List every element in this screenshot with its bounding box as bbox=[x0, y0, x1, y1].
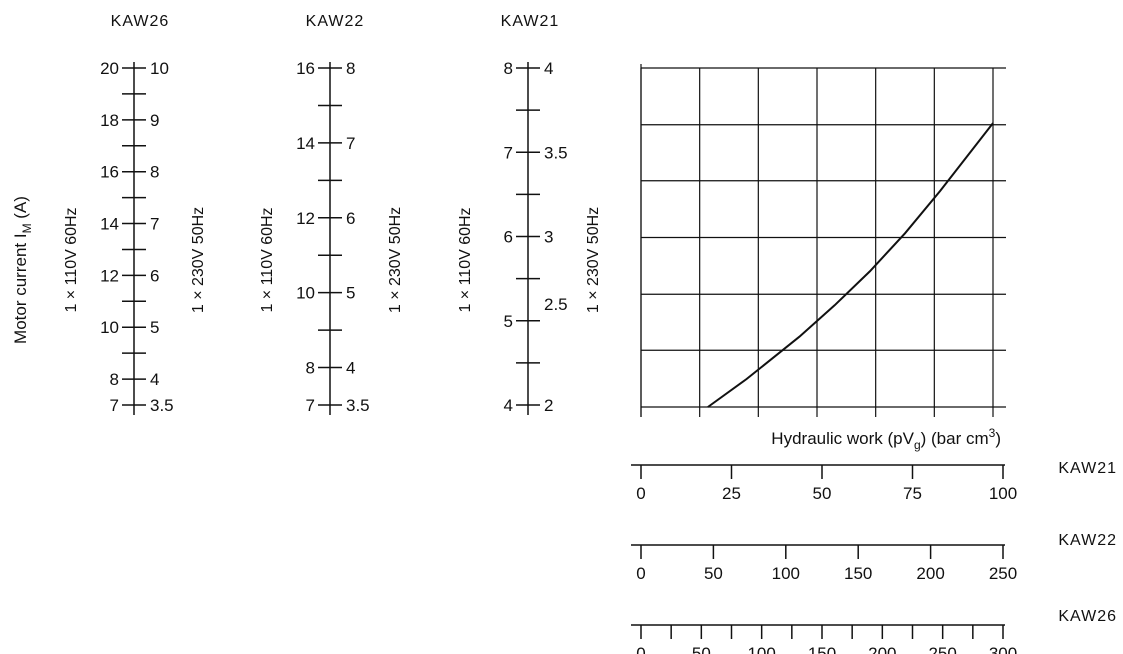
work-tick-label: 0 bbox=[636, 484, 645, 503]
hydraulic-work-scales: 0 25 50 75 100 KAW21 0 50 100 150 200 250 KAW22 0 50 10… bbox=[631, 460, 1117, 654]
current-scales: KAW26 7 8 10 12 14 16 18 20 3.5 4 5 6 7 8 9 10 1 × 110V 6… bbox=[63, 13, 602, 415]
work-scale-kaw21: 0 25 50 75 100 KAW21 bbox=[631, 460, 1117, 503]
right-tick-label: 5 bbox=[150, 318, 159, 337]
work-tick-label: 50 bbox=[813, 484, 832, 503]
left-tick-label: 20 bbox=[100, 59, 119, 78]
right-voltage-label: 1 × 230V 50Hz bbox=[190, 207, 207, 313]
y-axis-label-subscript: M bbox=[20, 223, 34, 233]
left-tick-label: 12 bbox=[100, 266, 119, 285]
left-tick-label: 5 bbox=[504, 312, 513, 331]
left-tick-label: 4 bbox=[504, 396, 513, 415]
work-tick-label: 50 bbox=[704, 564, 723, 583]
right-tick-label: 10 bbox=[150, 59, 169, 78]
left-tick-label: 14 bbox=[100, 215, 119, 234]
right-tick-label: 4 bbox=[346, 359, 355, 378]
work-tick-label: 150 bbox=[844, 564, 872, 583]
y-axis-label: Motor current IM (A) bbox=[11, 196, 34, 344]
right-tick-label: 2.5 bbox=[544, 295, 568, 314]
left-tick-label: 8 bbox=[110, 370, 119, 389]
work-tick-label: 100 bbox=[747, 644, 775, 654]
scale-heading: KAW26 bbox=[111, 13, 170, 30]
right-tick-label: 2 bbox=[544, 396, 553, 415]
work-tick-label: 250 bbox=[928, 644, 956, 654]
scale-heading: KAW21 bbox=[501, 13, 560, 30]
left-tick-label: 14 bbox=[296, 134, 315, 153]
right-voltage-label: 1 × 230V 50Hz bbox=[585, 207, 602, 313]
work-tick-label: 0 bbox=[636, 564, 645, 583]
work-tick-label: 150 bbox=[808, 644, 836, 654]
current-scale-kaw22: KAW22 7 8 10 12 14 16 3.5 4 5 6 7 8 1 × 110V 60Hz 1 × … bbox=[259, 13, 404, 415]
x-axis-label-superscript: 3 bbox=[989, 426, 996, 440]
right-tick-label: 3.5 bbox=[150, 396, 174, 415]
current-scale-kaw26: KAW26 7 8 10 12 14 16 18 20 3.5 4 5 6 7 8 9 10 1 × 110V 6… bbox=[63, 13, 207, 415]
right-tick-label: 3 bbox=[544, 228, 553, 247]
left-tick-label: 18 bbox=[100, 111, 119, 130]
right-tick-label: 6 bbox=[150, 266, 159, 285]
right-tick-label: 3.5 bbox=[346, 396, 370, 415]
left-tick-label: 10 bbox=[296, 284, 315, 303]
current-vs-work-curve bbox=[707, 122, 994, 408]
work-scale-kaw22: 0 50 100 150 200 250 KAW22 bbox=[631, 532, 1117, 583]
left-tick-label: 7 bbox=[306, 396, 315, 415]
y-axis-label-text: Motor current I bbox=[11, 233, 30, 344]
work-tick-label: 25 bbox=[722, 484, 741, 503]
scale-heading: KAW22 bbox=[306, 13, 365, 30]
right-tick-label: 5 bbox=[346, 284, 355, 303]
work-tick-label: 250 bbox=[989, 564, 1017, 583]
right-tick-label: 3.5 bbox=[544, 143, 568, 162]
x-axis-label-subscript: g bbox=[914, 438, 921, 452]
right-tick-label: 6 bbox=[346, 209, 355, 228]
left-voltage-label: 1 × 110V 60Hz bbox=[259, 207, 276, 312]
right-tick-label: 9 bbox=[150, 111, 159, 130]
plot-area bbox=[640, 64, 1006, 417]
work-scale-kaw26: 0 50 100 150 200 250 300 KAW26 bbox=[631, 608, 1117, 654]
left-tick-label: 10 bbox=[100, 318, 119, 337]
work-scale-name: KAW21 bbox=[1058, 460, 1117, 477]
right-tick-label: 4 bbox=[150, 370, 159, 389]
left-tick-label: 12 bbox=[296, 209, 315, 228]
work-tick-label: 75 bbox=[903, 484, 922, 503]
left-tick-label: 16 bbox=[100, 163, 119, 182]
work-tick-label: 50 bbox=[692, 644, 711, 654]
right-tick-label: 4 bbox=[544, 59, 553, 78]
work-tick-label: 300 bbox=[989, 644, 1017, 654]
x-axis-label-unit: ) (bar cm bbox=[921, 429, 989, 448]
current-scale-kaw21: KAW21 4 5 6 7 8 2 2.5 3 3.5 4 1 × 110V 60Hz 1 × 230V… bbox=[457, 13, 602, 415]
work-tick-label: 100 bbox=[772, 564, 800, 583]
work-tick-label: 200 bbox=[868, 644, 896, 654]
y-axis-label-unit: (A) bbox=[11, 196, 30, 223]
work-tick-label: 0 bbox=[636, 644, 645, 654]
left-voltage-label: 1 × 110V 60Hz bbox=[63, 207, 80, 312]
right-voltage-label: 1 × 230V 50Hz bbox=[387, 207, 404, 313]
left-tick-label: 8 bbox=[306, 359, 315, 378]
left-voltage-label: 1 × 110V 60Hz bbox=[457, 207, 474, 312]
work-scale-name: KAW26 bbox=[1058, 608, 1117, 625]
right-tick-label: 7 bbox=[346, 134, 355, 153]
work-tick-label: 200 bbox=[916, 564, 944, 583]
work-tick-label: 100 bbox=[989, 484, 1017, 503]
left-tick-label: 7 bbox=[504, 143, 513, 162]
left-tick-label: 16 bbox=[296, 59, 315, 78]
x-axis-label-text: Hydraulic work (pV bbox=[771, 429, 914, 448]
left-tick-label: 7 bbox=[110, 396, 119, 415]
work-scale-name: KAW22 bbox=[1058, 532, 1117, 549]
x-axis-label: Hydraulic work (pVg) (bar cm3) bbox=[771, 426, 1001, 452]
right-tick-label: 8 bbox=[150, 163, 159, 182]
left-tick-label: 6 bbox=[504, 228, 513, 247]
right-tick-label: 8 bbox=[346, 59, 355, 78]
left-tick-label: 8 bbox=[504, 59, 513, 78]
x-axis-label-close: ) bbox=[995, 429, 1001, 448]
right-tick-label: 7 bbox=[150, 215, 159, 234]
